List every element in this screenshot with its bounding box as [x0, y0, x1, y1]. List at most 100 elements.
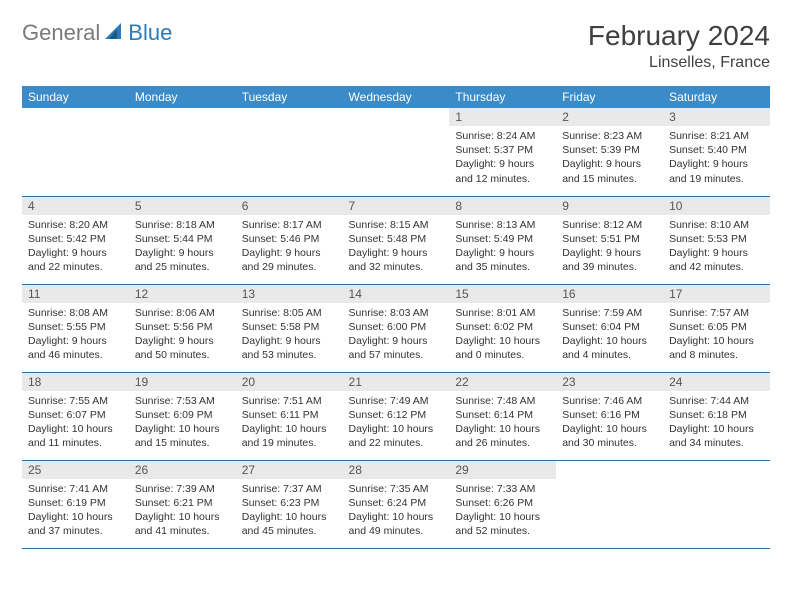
- day-detail-line: Daylight: 9 hours: [562, 246, 657, 260]
- calendar-day-cell: 1Sunrise: 8:24 AMSunset: 5:37 PMDaylight…: [449, 108, 556, 196]
- calendar-empty-cell: [22, 108, 129, 196]
- calendar-day-cell: 8Sunrise: 8:13 AMSunset: 5:49 PMDaylight…: [449, 196, 556, 284]
- calendar-empty-cell: [556, 460, 663, 548]
- day-detail-line: Daylight: 10 hours: [455, 334, 550, 348]
- calendar-empty-cell: [343, 108, 450, 196]
- day-detail-line: Sunrise: 7:33 AM: [455, 482, 550, 496]
- day-details: Sunrise: 7:57 AMSunset: 6:05 PMDaylight:…: [663, 303, 770, 367]
- day-detail-line: Daylight: 10 hours: [455, 510, 550, 524]
- day-details: Sunrise: 8:01 AMSunset: 6:02 PMDaylight:…: [449, 303, 556, 367]
- day-details: Sunrise: 8:18 AMSunset: 5:44 PMDaylight:…: [129, 215, 236, 279]
- calendar-day-cell: 29Sunrise: 7:33 AMSunset: 6:26 PMDayligh…: [449, 460, 556, 548]
- day-detail-line: Daylight: 9 hours: [28, 334, 123, 348]
- calendar-day-cell: 15Sunrise: 8:01 AMSunset: 6:02 PMDayligh…: [449, 284, 556, 372]
- calendar-day-cell: 12Sunrise: 8:06 AMSunset: 5:56 PMDayligh…: [129, 284, 236, 372]
- day-number: 27: [236, 461, 343, 479]
- day-header: Sunday: [22, 86, 129, 108]
- title-block: February 2024 Linselles, France: [588, 20, 770, 72]
- day-number: 25: [22, 461, 129, 479]
- day-detail-line: and 11 minutes.: [28, 436, 123, 450]
- logo: General Blue: [22, 20, 172, 46]
- day-number: 16: [556, 285, 663, 303]
- day-detail-line: Sunrise: 7:55 AM: [28, 394, 123, 408]
- day-detail-line: Sunset: 6:12 PM: [349, 408, 444, 422]
- day-header: Thursday: [449, 86, 556, 108]
- day-detail-line: Daylight: 9 hours: [28, 246, 123, 260]
- day-detail-line: and 49 minutes.: [349, 524, 444, 538]
- day-header-row: SundayMondayTuesdayWednesdayThursdayFrid…: [22, 86, 770, 108]
- calendar-empty-cell: [129, 108, 236, 196]
- calendar-empty-cell: [663, 460, 770, 548]
- day-detail-line: Sunset: 6:00 PM: [349, 320, 444, 334]
- month-title: February 2024: [588, 20, 770, 52]
- calendar-day-cell: 26Sunrise: 7:39 AMSunset: 6:21 PMDayligh…: [129, 460, 236, 548]
- day-detail-line: Sunrise: 8:21 AM: [669, 129, 764, 143]
- day-number: 10: [663, 197, 770, 215]
- day-detail-line: Sunset: 5:42 PM: [28, 232, 123, 246]
- day-detail-line: Sunrise: 8:06 AM: [135, 306, 230, 320]
- day-number: 29: [449, 461, 556, 479]
- day-details: Sunrise: 8:12 AMSunset: 5:51 PMDaylight:…: [556, 215, 663, 279]
- day-detail-line: and 0 minutes.: [455, 348, 550, 362]
- day-detail-line: Daylight: 9 hours: [562, 157, 657, 171]
- day-detail-line: Daylight: 10 hours: [562, 422, 657, 436]
- logo-sail-icon: [103, 21, 125, 46]
- day-detail-line: Sunset: 6:16 PM: [562, 408, 657, 422]
- day-details: Sunrise: 7:59 AMSunset: 6:04 PMDaylight:…: [556, 303, 663, 367]
- day-detail-line: and 4 minutes.: [562, 348, 657, 362]
- day-details: Sunrise: 7:37 AMSunset: 6:23 PMDaylight:…: [236, 479, 343, 543]
- day-detail-line: and 46 minutes.: [28, 348, 123, 362]
- day-detail-line: Sunset: 6:21 PM: [135, 496, 230, 510]
- day-detail-line: Sunset: 5:53 PM: [669, 232, 764, 246]
- day-detail-line: Daylight: 10 hours: [242, 422, 337, 436]
- day-detail-line: Sunset: 6:24 PM: [349, 496, 444, 510]
- day-detail-line: Sunrise: 8:08 AM: [28, 306, 123, 320]
- calendar-day-cell: 10Sunrise: 8:10 AMSunset: 5:53 PMDayligh…: [663, 196, 770, 284]
- header: General Blue February 2024 Linselles, Fr…: [22, 20, 770, 72]
- day-detail-line: Sunset: 6:19 PM: [28, 496, 123, 510]
- day-number: 12: [129, 285, 236, 303]
- day-details: Sunrise: 8:13 AMSunset: 5:49 PMDaylight:…: [449, 215, 556, 279]
- calendar-week-row: 11Sunrise: 8:08 AMSunset: 5:55 PMDayligh…: [22, 284, 770, 372]
- day-details: Sunrise: 8:20 AMSunset: 5:42 PMDaylight:…: [22, 215, 129, 279]
- day-header: Friday: [556, 86, 663, 108]
- day-detail-line: and 42 minutes.: [669, 260, 764, 274]
- day-details: Sunrise: 8:21 AMSunset: 5:40 PMDaylight:…: [663, 126, 770, 190]
- day-detail-line: and 15 minutes.: [135, 436, 230, 450]
- day-detail-line: Daylight: 10 hours: [669, 334, 764, 348]
- logo-text-general: General: [22, 20, 100, 46]
- day-details: Sunrise: 7:51 AMSunset: 6:11 PMDaylight:…: [236, 391, 343, 455]
- day-detail-line: Daylight: 10 hours: [135, 422, 230, 436]
- calendar-day-cell: 21Sunrise: 7:49 AMSunset: 6:12 PMDayligh…: [343, 372, 450, 460]
- day-detail-line: Sunset: 5:40 PM: [669, 143, 764, 157]
- day-detail-line: Daylight: 9 hours: [669, 246, 764, 260]
- day-detail-line: and 41 minutes.: [135, 524, 230, 538]
- day-details: Sunrise: 8:17 AMSunset: 5:46 PMDaylight:…: [236, 215, 343, 279]
- day-details: Sunrise: 8:06 AMSunset: 5:56 PMDaylight:…: [129, 303, 236, 367]
- day-number: 2: [556, 108, 663, 126]
- day-detail-line: Daylight: 10 hours: [669, 422, 764, 436]
- calendar-day-cell: 23Sunrise: 7:46 AMSunset: 6:16 PMDayligh…: [556, 372, 663, 460]
- day-detail-line: Sunrise: 8:23 AM: [562, 129, 657, 143]
- day-detail-line: Sunset: 5:44 PM: [135, 232, 230, 246]
- day-detail-line: Daylight: 10 hours: [455, 422, 550, 436]
- day-details: Sunrise: 7:35 AMSunset: 6:24 PMDaylight:…: [343, 479, 450, 543]
- day-detail-line: and 8 minutes.: [669, 348, 764, 362]
- day-detail-line: Sunset: 6:11 PM: [242, 408, 337, 422]
- day-number: 15: [449, 285, 556, 303]
- calendar-day-cell: 11Sunrise: 8:08 AMSunset: 5:55 PMDayligh…: [22, 284, 129, 372]
- calendar-day-cell: 17Sunrise: 7:57 AMSunset: 6:05 PMDayligh…: [663, 284, 770, 372]
- day-detail-line: Sunrise: 8:13 AM: [455, 218, 550, 232]
- day-detail-line: Sunrise: 8:18 AM: [135, 218, 230, 232]
- day-detail-line: Daylight: 9 hours: [349, 334, 444, 348]
- day-detail-line: Sunrise: 8:20 AM: [28, 218, 123, 232]
- day-header: Saturday: [663, 86, 770, 108]
- day-detail-line: and 15 minutes.: [562, 172, 657, 186]
- day-number: 22: [449, 373, 556, 391]
- day-details: Sunrise: 7:41 AMSunset: 6:19 PMDaylight:…: [22, 479, 129, 543]
- calendar-week-row: 25Sunrise: 7:41 AMSunset: 6:19 PMDayligh…: [22, 460, 770, 548]
- calendar-week-row: 1Sunrise: 8:24 AMSunset: 5:37 PMDaylight…: [22, 108, 770, 196]
- day-detail-line: Daylight: 9 hours: [455, 246, 550, 260]
- day-detail-line: and 25 minutes.: [135, 260, 230, 274]
- day-detail-line: Daylight: 10 hours: [349, 422, 444, 436]
